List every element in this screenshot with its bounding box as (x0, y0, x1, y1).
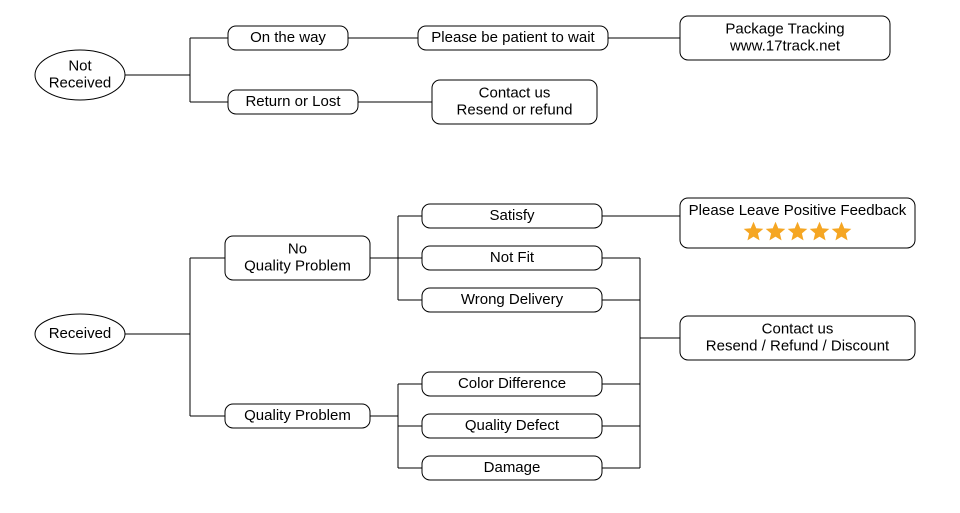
node-label: Resend or refund (457, 101, 573, 118)
node-please_wait: Please be patient to wait (418, 26, 608, 50)
node-quality_problem: Quality Problem (225, 404, 370, 428)
node-label: Contact us (762, 320, 834, 337)
node-label: Received (49, 74, 112, 91)
node-label: Not (68, 57, 92, 74)
node-label: Not Fit (490, 249, 535, 266)
node-tracking: Package Trackingwww.17track.net (680, 16, 890, 60)
node-label: Wrong Delivery (461, 291, 564, 308)
node-label: Quality Problem (244, 407, 351, 424)
node-label: www.17track.net (729, 37, 841, 54)
node-label: Quality Defect (465, 417, 560, 434)
node-on_the_way: On the way (228, 26, 348, 50)
node-positive_feedback: Please Leave Positive Feedback (680, 198, 915, 248)
node-label: Contact us (479, 84, 551, 101)
node-label: Damage (484, 459, 541, 476)
node-label: On the way (250, 29, 326, 46)
node-satisfy: Satisfy (422, 204, 602, 228)
node-label: Package Tracking (725, 20, 844, 37)
node-received: Received (35, 314, 125, 354)
node-not_fit: Not Fit (422, 246, 602, 270)
node-label: No (288, 240, 307, 257)
node-label: Received (49, 325, 112, 342)
node-quality_defect: Quality Defect (422, 414, 602, 438)
node-label: Please be patient to wait (431, 29, 595, 46)
node-label: Return or Lost (245, 93, 341, 110)
node-label: Color Difference (458, 375, 566, 392)
node-color_diff: Color Difference (422, 372, 602, 396)
node-wrong_delivery: Wrong Delivery (422, 288, 602, 312)
node-label: Please Leave Positive Feedback (689, 202, 907, 219)
node-no_quality: NoQuality Problem (225, 236, 370, 280)
node-label: Resend / Refund / Discount (706, 337, 890, 354)
node-label: Quality Problem (244, 257, 351, 274)
flowchart-canvas: NotReceivedOn the wayPlease be patient t… (0, 0, 960, 513)
node-damage: Damage (422, 456, 602, 480)
node-label: Satisfy (489, 207, 535, 224)
node-contact_resend_refund: Contact usResend or refund (432, 80, 597, 124)
node-contact_rrd: Contact usResend / Refund / Discount (680, 316, 915, 360)
node-not_received: NotReceived (35, 50, 125, 100)
node-return_lost: Return or Lost (228, 90, 358, 114)
